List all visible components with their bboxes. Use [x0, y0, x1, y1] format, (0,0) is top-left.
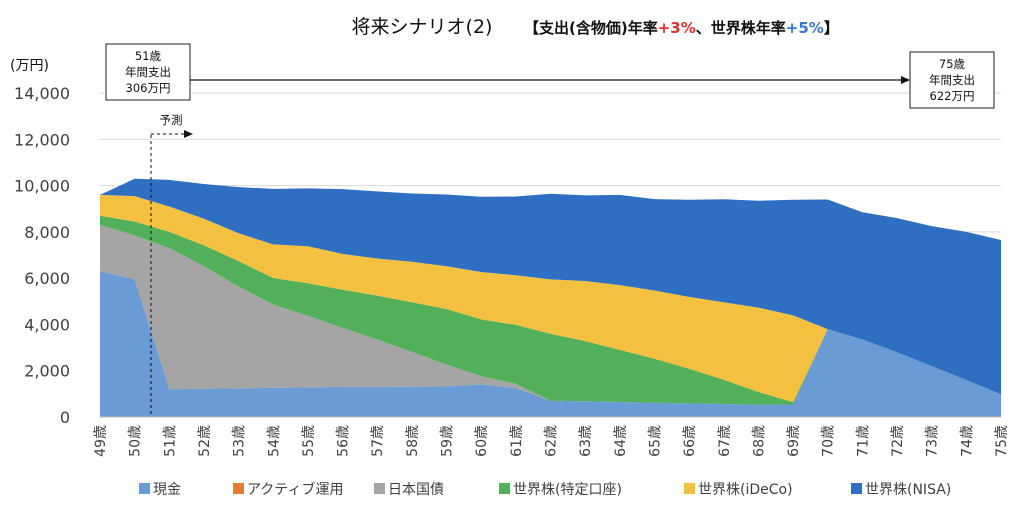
y-axis-ticks: 0 2,000 4,000 6,000 8,000 10,000 12,000 14,000	[14, 84, 70, 427]
subtitle-inflation: +3%	[658, 19, 696, 37]
x-tick-label: 69歳	[786, 425, 802, 457]
area-series-3	[100, 215, 1001, 405]
legend-swatch	[851, 483, 862, 494]
y-tick-label: 12,000	[14, 130, 70, 149]
legend-swatch	[499, 483, 510, 494]
x-tick-label: 62歳	[544, 425, 560, 457]
subtitle-suffix: 】	[824, 19, 839, 37]
chart-title: 将来シナリオ(2)	[352, 16, 493, 38]
x-tick-label: 70歳	[821, 425, 837, 457]
start-expense-box-text: 年間支出	[125, 65, 171, 79]
legend-swatch	[233, 483, 244, 494]
chart-title-group: 将来シナリオ(2) 【支出(含物価)年率+3%、世界株年率+5%】	[352, 16, 839, 38]
legend-label: 世界株(特定口座)	[513, 482, 622, 498]
x-tick-label: 59歳	[440, 425, 456, 457]
legend-label: アクティブ運用	[247, 481, 343, 498]
stacked-areas	[100, 178, 1001, 417]
end-expense-box-text: 年間支出	[929, 73, 975, 87]
start-expense-box-text: 51歳	[135, 49, 162, 63]
x-tick-label: 65歳	[647, 425, 663, 457]
x-tick-label: 73歳	[925, 425, 941, 457]
x-tick-label: 55歳	[301, 425, 317, 457]
x-tick-label: 53歳	[232, 425, 248, 457]
x-tick-label: 66歳	[682, 425, 698, 457]
y-tick-label: 14,000	[14, 84, 70, 103]
legend-swatch	[684, 483, 695, 494]
chart-subtitle: 【支出(含物価)年率+3%、世界株年率+5%】	[524, 19, 839, 37]
x-tick-label: 72歳	[890, 425, 906, 457]
end-expense-box-text: 622万円	[930, 89, 975, 103]
start-expense-box	[105, 43, 191, 101]
x-tick-label: 61歳	[509, 425, 525, 457]
subtitle-growth: +5%	[786, 19, 824, 37]
x-tick-label: 58歳	[405, 425, 421, 457]
y-axis-unit-label: (万円)	[10, 58, 49, 74]
x-tick-label: 74歳	[959, 425, 975, 457]
legend-label: 世界株(iDeCo)	[698, 482, 793, 498]
x-tick-label: 75歳	[994, 425, 1010, 457]
y-tick-label: 2,000	[24, 362, 70, 381]
x-tick-label: 54歳	[266, 425, 282, 457]
x-tick-label: 57歳	[370, 425, 386, 457]
subtitle-middle: 、世界株年率	[696, 19, 786, 37]
legend-swatch	[139, 483, 150, 494]
start-expense-box-text: 306万円	[126, 81, 171, 95]
x-tick-label: 63歳	[578, 425, 594, 457]
legend-label: 現金	[153, 482, 181, 498]
end-expense-box-text: 75歳	[939, 57, 966, 71]
x-tick-label: 52歳	[197, 425, 213, 457]
forecast-label: 予測	[160, 113, 183, 127]
area-series-4	[100, 194, 1001, 403]
subtitle-prefix: 【支出(含物価)年率	[524, 19, 658, 37]
area-series-0	[100, 271, 1001, 417]
x-tick-label: 60歳	[474, 425, 490, 457]
end-expense-box	[909, 51, 995, 109]
x-tick-label: 64歳	[613, 425, 629, 457]
y-tick-label: 6,000	[24, 269, 70, 288]
x-tick-label: 71歳	[855, 425, 871, 457]
area-series-2	[100, 225, 1001, 405]
x-tick-label: 56歳	[336, 425, 352, 457]
y-tick-label: 10,000	[14, 177, 70, 196]
legend-swatch	[374, 483, 385, 494]
legend-label: 日本国債	[388, 482, 444, 498]
x-tick-label: 51歳	[162, 425, 178, 457]
x-tick-label: 68歳	[751, 425, 767, 457]
y-tick-label: 8,000	[24, 223, 70, 242]
y-tick-label: 0	[60, 408, 70, 427]
x-axis: 49歳 50歳 51歳 52歳 53歳 54歳 55歳 56歳 57歳 58歳 59歳 60歳 61歳 6…	[93, 416, 1010, 457]
y-tick-label: 4,000	[24, 315, 70, 334]
area-series-5	[100, 178, 1001, 395]
legend-label: 世界株(NISA)	[865, 482, 951, 498]
legend: 現金 アクティブ運用 日本国債 世界株(特定口座) 世界株(iDeCo) 世界株(NISA…	[139, 481, 951, 498]
x-tick-label: 50歳	[128, 425, 144, 457]
x-tick-label: 49歳	[93, 425, 109, 457]
x-tick-label: 67歳	[717, 425, 733, 457]
